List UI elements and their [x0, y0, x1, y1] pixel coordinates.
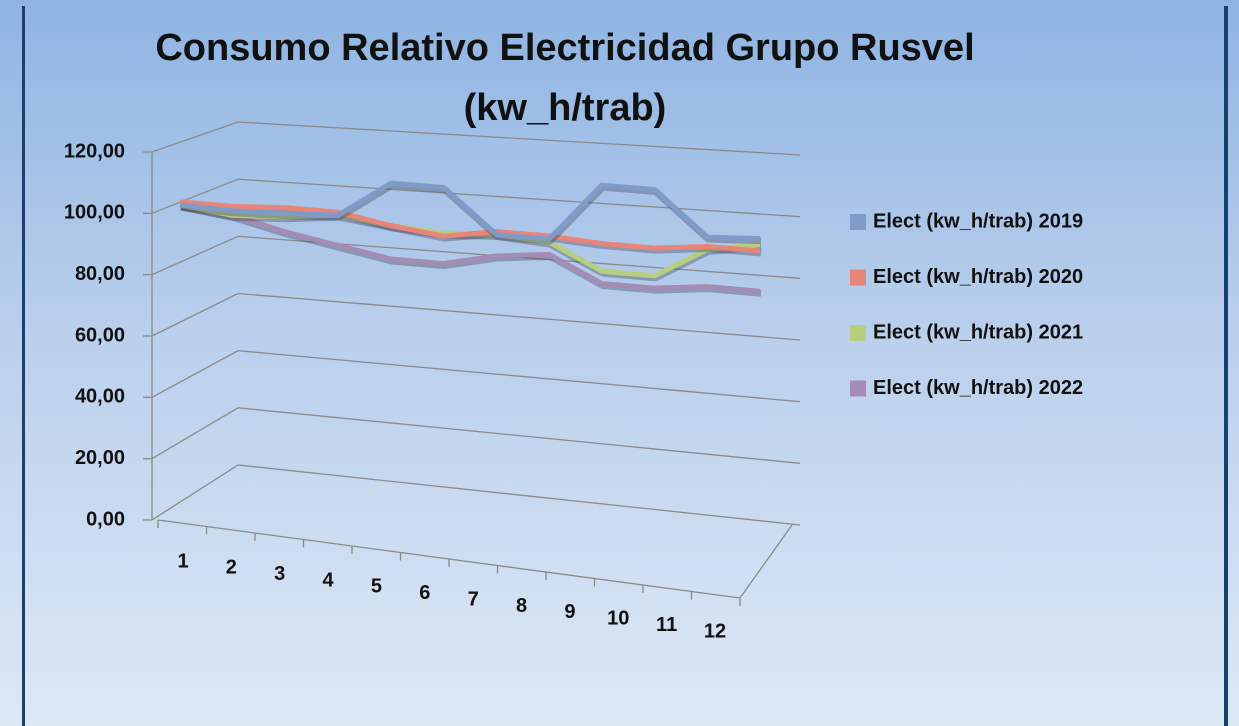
x-tick-label: 1: [177, 550, 188, 572]
back-grid-line: [237, 178, 801, 218]
x-tick-label: 6: [419, 582, 430, 604]
legend-label: Elect (kw_h/trab) 2021: [873, 321, 1083, 343]
x-tick-label: 2: [226, 557, 237, 579]
x-tick-label: 12: [704, 620, 726, 642]
back-grid-line: [237, 407, 801, 464]
side-grid-line: [151, 235, 239, 276]
x-tick-label: 4: [323, 569, 335, 591]
y-tick-label: 60,00: [75, 324, 125, 346]
back-grid-line: [237, 292, 801, 341]
chart-title: Consumo Relativo Electricidad Grupo Rusv…: [155, 27, 975, 129]
legend-swatch: [850, 214, 866, 230]
y-tick-label: 120,00: [64, 140, 125, 162]
side-grid-line: [151, 121, 239, 153]
side-grid-line: [151, 350, 239, 398]
y-tick-label: 20,00: [75, 447, 125, 469]
legend-label: Elect (kw_h/trab) 2020: [873, 266, 1083, 288]
series-line: [179, 199, 761, 254]
back-grid-line: [237, 350, 801, 403]
series-line: [179, 180, 761, 242]
x-tick-label: 10: [607, 608, 629, 630]
back-grid-line: [237, 121, 801, 156]
x-tick-label: 5: [371, 576, 382, 598]
side-grid-line: [151, 292, 239, 337]
side-grid-line: [151, 464, 239, 521]
legend-label: Elect (kw_h/trab) 2022: [873, 377, 1083, 399]
side-grid-line: [151, 407, 239, 460]
x-tick-label: 9: [564, 601, 575, 623]
y-tick-label: 100,00: [64, 202, 125, 224]
legend-swatch: [850, 269, 866, 286]
x-tick-label: 8: [516, 595, 527, 617]
x-tick-label: 3: [274, 563, 285, 585]
legend-label: Elect (kw_h/trab) 2019: [873, 210, 1083, 232]
legend-swatch: [850, 380, 866, 397]
floor-right: [739, 524, 793, 599]
legend-swatch: [850, 325, 866, 341]
y-tick-label: 0,00: [86, 508, 125, 530]
side-grid-line: [151, 178, 239, 214]
x-tick-label: 11: [656, 614, 677, 636]
x-tick-label: 7: [468, 588, 479, 610]
y-tick-label: 40,00: [75, 386, 125, 408]
series-line: [179, 202, 761, 294]
back-grid-line: [237, 464, 801, 526]
y-tick-label: 80,00: [75, 263, 125, 285]
